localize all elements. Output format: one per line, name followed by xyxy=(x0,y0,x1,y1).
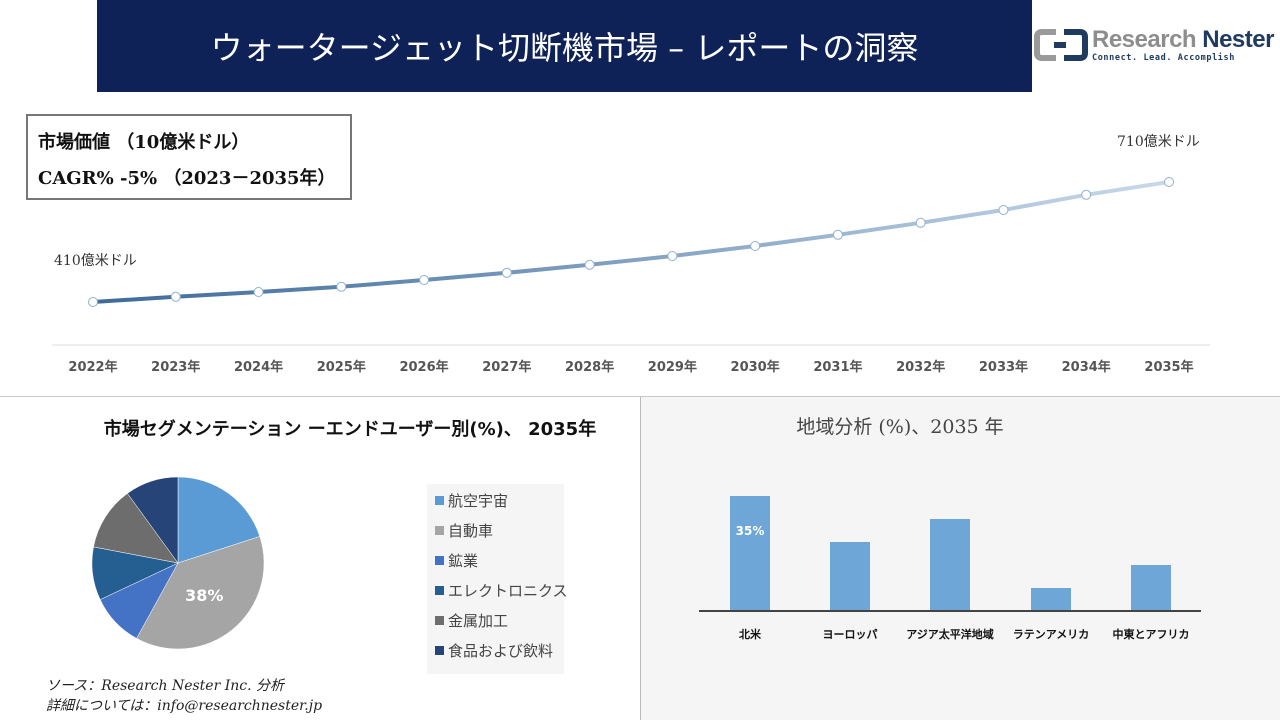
x-tick-label: 2034年 xyxy=(1062,359,1111,375)
legend-item: 鉱業 xyxy=(435,550,478,571)
data-point xyxy=(584,259,595,270)
market-value-label: 市場価値 （10億米ドル） xyxy=(38,132,250,153)
bar xyxy=(930,519,970,611)
market-info-box: 市場価値 （10億米ドル） CAGR% -5% （2023－2035年） xyxy=(26,114,352,200)
x-tick-label: 2022年 xyxy=(68,359,117,375)
data-point xyxy=(170,291,181,302)
legend-swatch xyxy=(435,526,444,535)
bar-chart-title: 地域分析 (%)、2035 年 xyxy=(796,416,1004,438)
cagr-label: CAGR% -5% （2023－2035年） xyxy=(38,168,336,189)
bar xyxy=(730,496,770,611)
legend-swatch xyxy=(435,556,444,565)
legend-label: 金属加工 xyxy=(448,612,509,630)
legend-swatch xyxy=(435,646,444,655)
legend-label: 自動車 xyxy=(448,522,494,540)
data-point xyxy=(1164,177,1174,187)
legend-label: エレクトロニクス xyxy=(448,582,568,600)
data-point xyxy=(253,287,264,297)
bar-data-label: 35% xyxy=(736,524,765,538)
data-point xyxy=(998,205,1009,215)
x-category-label: 中東とアフリカ xyxy=(1113,627,1190,641)
pie-chart-title: 市場セグメンテーション ーエンドユーザー別(%)、 2035年 xyxy=(103,419,597,440)
legend-item: エレクトロニクス xyxy=(435,580,568,601)
end-value-label: 710億米ドル xyxy=(1117,134,1200,150)
legend-swatch xyxy=(435,616,444,625)
x-category-label: 北米 xyxy=(739,627,762,641)
x-tick-label: 2026年 xyxy=(399,359,448,375)
data-point xyxy=(915,217,926,228)
source-note: ソース：Research Nester Inc. 分析 詳細については：info… xyxy=(46,676,322,716)
x-tick-label: 2033年 xyxy=(979,359,1028,375)
bar xyxy=(830,542,870,611)
legend-label: 食品および飲料 xyxy=(448,642,554,660)
regional-bar-chart: 北米 35% ヨーロッパ アジア太平洋地域 ラテンアメリカ 中東とアフリカ xyxy=(699,496,1201,641)
market-line-chart: 2022年 2023年 2024年 2025年 2026年 2027年 2028年 2029年… xyxy=(52,177,1210,375)
data-point xyxy=(1081,189,1092,200)
bar xyxy=(1031,588,1071,611)
x-tick-label: 2023年 xyxy=(151,359,200,375)
x-tick-label: 2029年 xyxy=(648,359,697,375)
bar xyxy=(1131,565,1171,611)
pie-slice xyxy=(93,493,179,564)
data-point xyxy=(336,281,347,292)
x-category-label: ラテンアメリカ xyxy=(1013,628,1089,641)
logo-name: Research Nester xyxy=(1092,26,1274,53)
legend-item: 食品および飲料 xyxy=(435,640,553,661)
x-tick-label: 2025年 xyxy=(317,359,366,375)
x-tick-label: 2028年 xyxy=(565,359,614,375)
data-point xyxy=(501,267,512,278)
research-nester-logo: Research Nester Connect. Lead. Accomplis… xyxy=(1034,26,1274,66)
legend-item: 航空宇宙 xyxy=(435,490,508,511)
pie-data-label: 38% xyxy=(185,586,223,605)
x-tick-label: 2035年 xyxy=(1144,359,1193,375)
x-tick-label: 2024年 xyxy=(234,359,283,375)
legend-item: 金属加工 xyxy=(435,610,508,631)
pie-slice xyxy=(136,536,265,650)
end-user-pie-chart: 38% xyxy=(91,476,265,650)
data-point xyxy=(419,275,430,285)
data-point xyxy=(88,297,98,307)
source-line: ソース：Research Nester Inc. 分析 xyxy=(46,678,285,694)
data-point xyxy=(832,229,843,240)
pie-legend: 航空宇宙自動車鉱業エレクトロニクス 金属加工食品および飲料 xyxy=(427,484,568,674)
legend-item: 自動車 xyxy=(435,520,493,541)
pie-slice xyxy=(177,476,261,564)
x-tick-label: 2031年 xyxy=(813,359,862,375)
logo-tagline: Connect. Lead. Accomplish xyxy=(1092,53,1235,63)
report-title: ウォータージェット切断機市場 – レポートの洞察 xyxy=(210,29,919,67)
section-divider xyxy=(0,396,1280,397)
report-header: ウォータージェット切断機市場 – レポートの洞察 xyxy=(97,0,1032,92)
logo-mark-icon xyxy=(1034,29,1088,61)
x-tick-label: 2032年 xyxy=(896,359,945,375)
legend-swatch xyxy=(435,586,444,595)
start-value-label: 410億米ドル xyxy=(54,253,137,269)
x-tick-label: 2030年 xyxy=(731,359,780,375)
legend-label: 鉱業 xyxy=(448,552,479,570)
x-category-label: ヨーロッパ xyxy=(823,628,878,641)
data-point xyxy=(750,241,761,251)
data-point xyxy=(667,251,678,261)
x-category-label: アジア太平洋地域 xyxy=(906,627,994,641)
x-tick-label: 2027年 xyxy=(482,359,531,375)
market-line xyxy=(92,180,1170,304)
legend-label: 航空宇宙 xyxy=(448,492,509,510)
pie-slice xyxy=(127,476,179,564)
legend-swatch xyxy=(435,496,444,505)
contact-line: 詳細については：info@researchnester.jp xyxy=(46,698,323,714)
